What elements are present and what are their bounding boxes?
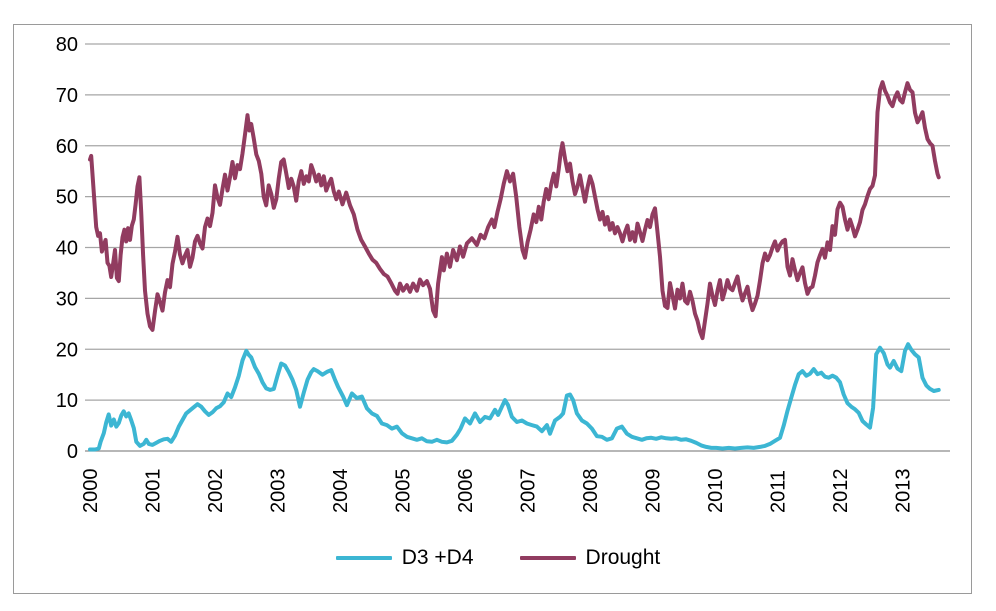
- x-tick-label: 2004: [330, 469, 352, 514]
- x-tick-label: 2000: [80, 469, 102, 514]
- y-tick-label: 0: [67, 441, 78, 463]
- x-tick-label: 2008: [580, 469, 602, 514]
- chart-legend: D3 +D4 Drought: [0, 543, 996, 573]
- legend-label-d3d4: D3 +D4: [401, 546, 474, 569]
- x-tick-label: 2013: [893, 469, 915, 514]
- x-tick-label: 2001: [143, 469, 165, 514]
- x-tick-label: 2011: [768, 470, 790, 513]
- legend-swatch-d3d4: [335, 556, 392, 560]
- y-tick-label: 60: [56, 136, 78, 158]
- chart-outer-frame: [13, 24, 972, 594]
- x-tick-label: 2005: [393, 469, 415, 514]
- y-tick-label: 20: [56, 339, 78, 361]
- x-tick-label: 2006: [455, 469, 477, 514]
- y-tick-label: 10: [56, 390, 78, 412]
- y-tick-label: 30: [56, 288, 78, 310]
- x-tick-label: 2007: [518, 469, 540, 514]
- legend-label-drought: Drought: [585, 546, 661, 569]
- y-tick-label: 40: [56, 238, 78, 260]
- legend-swatch-drought: [519, 556, 576, 560]
- series-line-drought: [88, 80, 941, 341]
- x-tick-label: 2012: [830, 469, 852, 514]
- x-tick-label: 2002: [205, 469, 227, 514]
- legend-item-d3d4: D3 +D4: [335, 546, 474, 570]
- legend-item-drought: Drought: [519, 546, 661, 570]
- y-tick-label: 80: [56, 34, 78, 56]
- y-tick-label: 70: [56, 85, 78, 107]
- series-line-d3-d4: [88, 342, 941, 452]
- x-tick-label: 2010: [705, 469, 727, 514]
- x-tick-label: 2003: [268, 469, 290, 514]
- x-tick-label: 2009: [643, 469, 665, 514]
- y-tick-label: 50: [56, 187, 78, 209]
